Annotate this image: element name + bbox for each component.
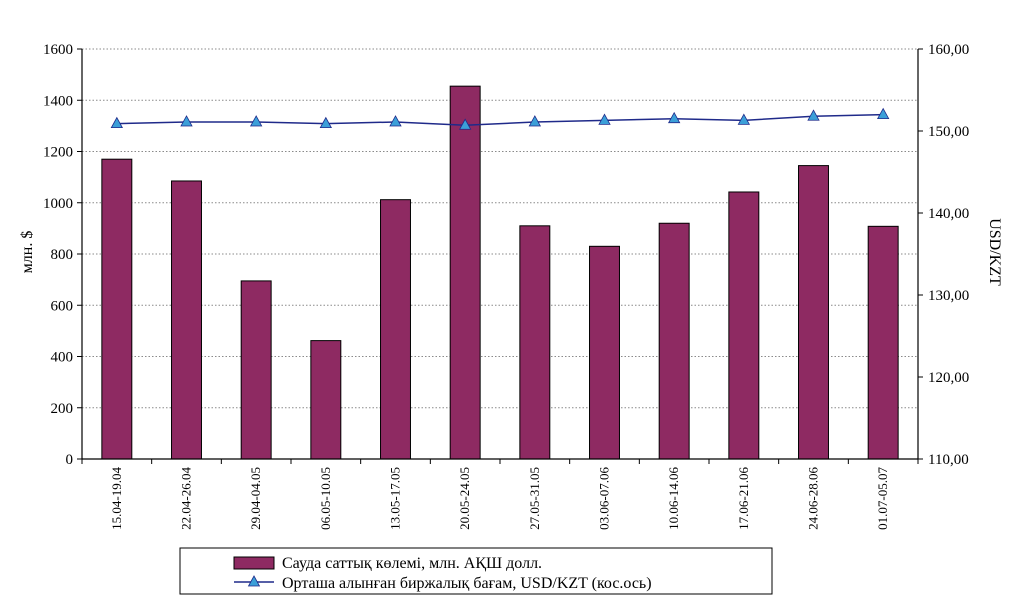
line-point [667, 111, 681, 124]
y2-tick-label: 120,00 [928, 370, 969, 386]
left-axis-ticks: 0 200 400 600 800 1000 1200 1400 1600 [43, 42, 82, 468]
x-tick-label: 13.05-17.05 [388, 467, 403, 530]
x-tick-label: 29.04-04.05 [248, 467, 263, 530]
x-tick-label: 27.05-31.05 [527, 467, 542, 530]
y-tick-label: 0 [66, 452, 74, 468]
right-axis-ticks: 110,00 120,00 130,00 140,00 150,00 160,00 [918, 42, 969, 468]
line-series [110, 107, 890, 130]
gridlines [82, 48, 918, 409]
line-point [807, 109, 820, 121]
legend-box [179, 547, 773, 595]
x-tick-label: 22.04-26.04 [179, 467, 194, 530]
legend-bar-label: Сауда саттық көлемі, млн. АҚШ долл. [282, 555, 542, 572]
bar-series [101, 85, 899, 460]
y-axis-label: млн. $ [19, 231, 36, 274]
legend-line-marker [247, 575, 261, 587]
x-tick-label: 10.06-14.06 [666, 467, 681, 530]
y-tick-label: 800 [51, 247, 74, 263]
line-point [319, 116, 333, 129]
x-tick-label: 20.05-24.05 [457, 467, 472, 530]
x-tick-label: 24.06-28.06 [806, 467, 821, 530]
bar [101, 158, 133, 460]
bar [171, 180, 202, 460]
y-tick-label: 1400 [43, 93, 73, 109]
y-tick-label: 200 [51, 401, 74, 417]
x-tick-label: 01.07-05.07 [875, 467, 890, 530]
y-tick-label: 400 [51, 350, 74, 366]
bar [728, 191, 760, 460]
line-point [389, 115, 402, 127]
y2-tick-label: 140,00 [928, 206, 969, 222]
line-point [876, 107, 890, 119]
x-tick-label: 17.06-21.06 [736, 467, 751, 530]
line-point [249, 115, 263, 127]
y2-axis-label: USD/KZT [986, 218, 1003, 286]
y-tick-label: 1200 [43, 145, 73, 161]
legend-bar-swatch [233, 556, 275, 570]
line-point [528, 115, 542, 127]
legend-line-label: Орташа алынған биржалық бағам, USD/KZT (… [282, 575, 652, 592]
bar [867, 225, 899, 460]
x-tick-label: 03.06-07.06 [597, 467, 612, 530]
y2-tick-label: 160,00 [928, 42, 969, 58]
bar [589, 245, 620, 460]
x-tick-label: 06.05-10.05 [318, 467, 333, 530]
line-point [737, 113, 751, 125]
bar [798, 165, 829, 460]
bar [380, 199, 411, 460]
line-point [598, 113, 611, 125]
y-tick-label: 1600 [43, 42, 73, 58]
x-axis-ticks: 15.04-19.04 22.04-26.04 29.04-04.05 06.05-1… [81, 459, 919, 530]
line-point [110, 116, 124, 129]
bar [449, 85, 481, 460]
y2-tick-label: 110,00 [928, 452, 969, 468]
x-tick-label: 15.04-19.04 [109, 467, 124, 530]
series-line [116, 113, 884, 127]
line-point [180, 115, 193, 127]
bar [310, 340, 342, 460]
bar [658, 222, 690, 460]
y2-tick-label: 130,00 [928, 288, 969, 304]
bar [240, 280, 272, 460]
y2-tick-label: 150,00 [928, 124, 969, 140]
line-point [458, 118, 472, 130]
legend: Сауда саттық көлемі, млн. АҚШ долл. Орта… [179, 547, 773, 595]
bar [519, 225, 551, 460]
y-tick-label: 1000 [43, 196, 73, 212]
y-tick-label: 600 [51, 298, 74, 314]
